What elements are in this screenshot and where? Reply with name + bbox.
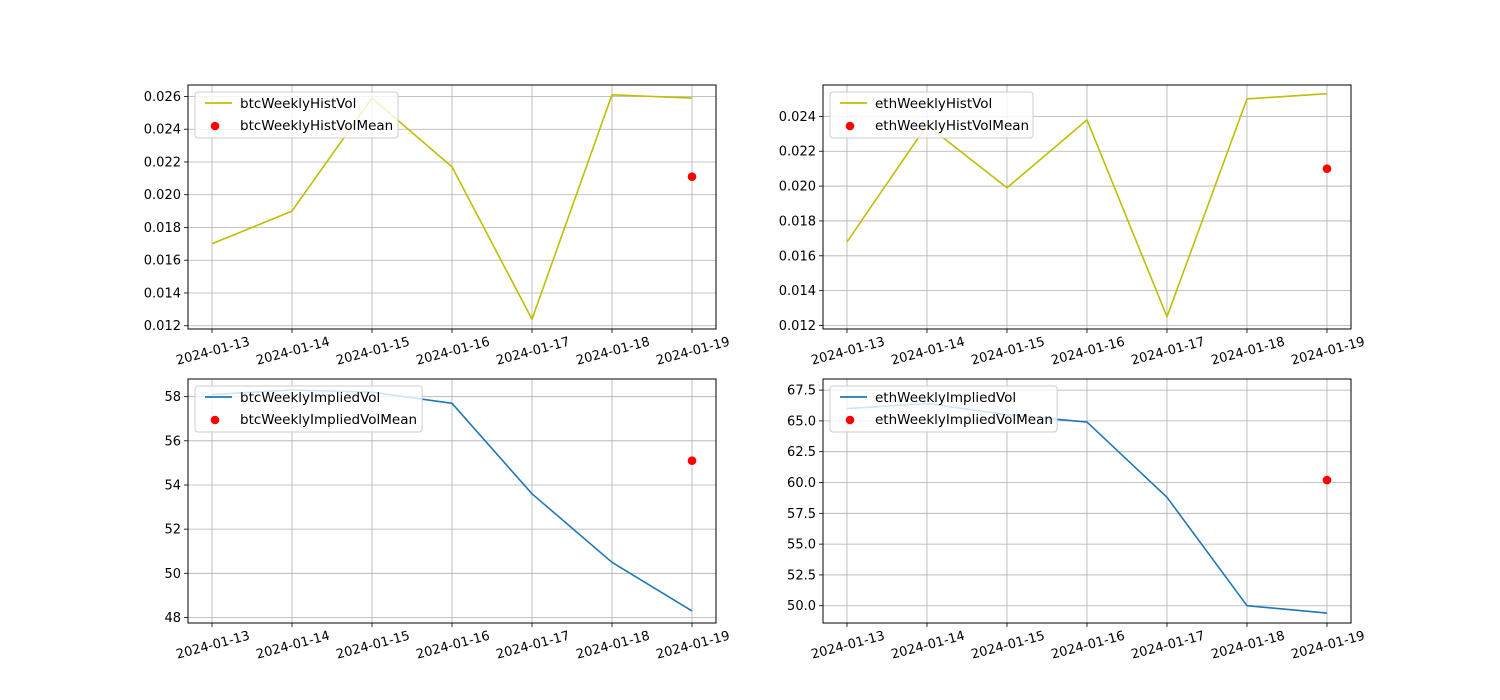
axes-frame (822, 378, 1352, 624)
y-tick-label: 62.5 (787, 445, 816, 460)
line-point (691, 610, 693, 612)
legend-box (829, 385, 1058, 433)
y-tick-label: 60.0 (787, 476, 816, 491)
y-tick-label: 0.014 (779, 284, 816, 299)
y-tick-label: 50.0 (787, 599, 816, 614)
line-point (211, 243, 213, 245)
y-tick-label: 65.0 (787, 414, 816, 429)
y-tick-label: 0.024 (779, 110, 816, 125)
scatter-point-btcWeeklyImpliedVolMean (687, 456, 697, 466)
legend-label: btcWeeklyImpliedVol (240, 390, 380, 406)
legend-box (194, 91, 399, 139)
y-tick-label: 0.012 (144, 319, 181, 334)
y-tick-label: 55.0 (787, 538, 816, 553)
y-tick-label: 56 (164, 434, 181, 449)
line-point (291, 210, 293, 212)
y-tick-label: 0.022 (779, 145, 816, 160)
line-point (451, 402, 453, 404)
line-point (691, 97, 693, 99)
legend-label: ethWeeklyHistVolMean (875, 118, 1029, 134)
y-tick-label: 48 (164, 611, 181, 626)
legend-marker-swatch (845, 415, 855, 425)
legend-box (829, 91, 1034, 139)
line-point (1326, 612, 1328, 614)
y-tick-label: 57.5 (787, 507, 816, 522)
series-line-btcWeeklyHistVol (211, 94, 693, 321)
y-tick-label: 0.020 (144, 188, 181, 203)
line-point (1006, 187, 1008, 189)
scatter-point-ethWeeklyImpliedVolMean (1322, 475, 1332, 485)
line-point (1166, 496, 1168, 498)
y-tick-label: 54 (164, 478, 181, 493)
line-point (1086, 421, 1088, 423)
scatter-point-ethWeeklyHistVolMean (1322, 164, 1332, 173)
axes-frame (822, 84, 1352, 330)
y-tick-label: 0.024 (144, 123, 181, 138)
legend-marker-swatch (845, 121, 855, 131)
legend-label: btcWeeklyImpliedVolMean (240, 412, 417, 428)
line-point (1246, 98, 1248, 100)
line-point (1086, 119, 1088, 121)
line-point (1326, 93, 1328, 95)
line-point (531, 318, 533, 320)
y-tick-label: 0.014 (144, 286, 181, 301)
scatter-point-btcWeeklyHistVolMean (687, 172, 697, 182)
y-tick-label: 0.026 (144, 90, 181, 105)
legend-marker-swatch (210, 121, 220, 131)
line-point (611, 94, 613, 96)
line-point (531, 493, 533, 495)
y-tick-label: 52 (164, 523, 181, 538)
legend-label: btcWeeklyHistVolMean (240, 118, 393, 134)
legend-marker-swatch (210, 415, 220, 425)
line-point (1166, 316, 1168, 318)
legend-label: ethWeeklyImpliedVolMean (875, 412, 1053, 428)
y-tick-label: 58 (164, 390, 181, 405)
y-tick-label: 0.012 (779, 319, 816, 334)
line-point (611, 561, 613, 563)
y-tick-label: 0.020 (779, 180, 816, 195)
legend-label: btcWeeklyHistVol (240, 96, 356, 112)
axes-frame (187, 84, 717, 330)
y-tick-label: 0.016 (779, 249, 816, 264)
y-tick-label: 0.018 (144, 221, 181, 236)
line-point (846, 241, 848, 243)
y-tick-label: 52.5 (787, 568, 816, 583)
y-tick-label: 0.018 (779, 214, 816, 229)
y-tick-label: 0.016 (144, 254, 181, 269)
axes-frame (187, 378, 717, 624)
y-tick-label: 0.022 (144, 155, 181, 170)
line-point (451, 166, 453, 168)
legend-label: ethWeeklyHistVol (875, 96, 992, 112)
line-point (1246, 605, 1248, 607)
legend-box (194, 385, 423, 433)
y-tick-label: 67.5 (787, 384, 816, 399)
y-tick-label: 50 (164, 567, 181, 582)
legend-label: ethWeeklyImpliedVol (875, 390, 1016, 406)
